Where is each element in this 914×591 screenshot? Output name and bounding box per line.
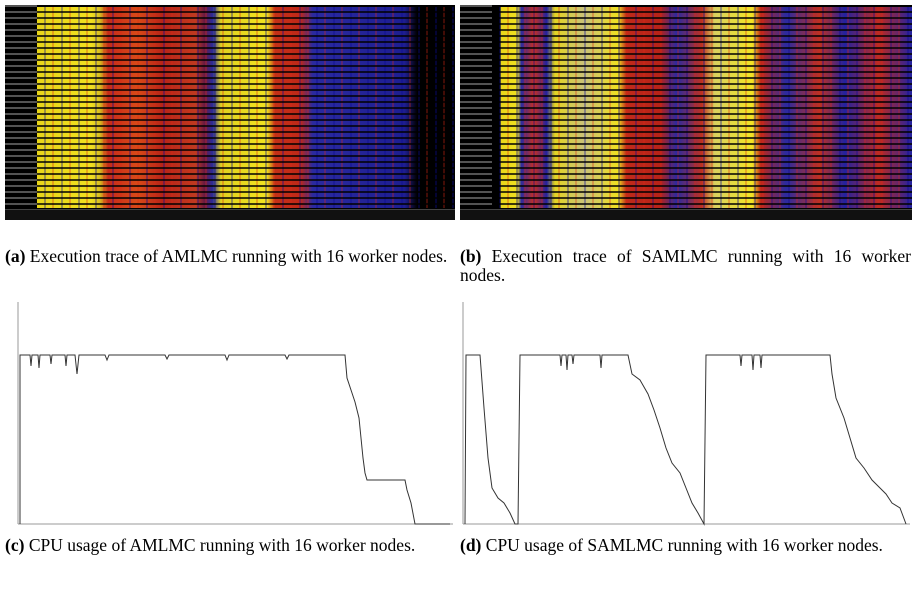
caption-text: Execution trace of SAMLMC running with 1…: [460, 246, 911, 285]
trace-rows: [37, 7, 455, 208]
caption-label: (c): [5, 535, 25, 555]
trace-footer: [5, 209, 455, 220]
caption: (d) CPU usage of SAMLMC running with 16 …: [460, 536, 911, 555]
trace-footer: [460, 209, 912, 220]
caption: (a) Execution trace of AMLMC running wit…: [5, 247, 453, 266]
thread-labels: [460, 5, 492, 210]
cpu-line: [19, 354, 450, 525]
caption-label: (b): [460, 246, 482, 266]
caption-text: CPU usage of AMLMC running with 16 worke…: [28, 535, 416, 555]
caption-text: Execution trace of AMLMC running with 16…: [29, 246, 448, 266]
thread-labels: [5, 5, 37, 210]
caption-label: (d): [460, 535, 482, 555]
caption-text: CPU usage of SAMLMC running with 16 work…: [485, 535, 883, 555]
cpu-usage-plot: [17, 302, 453, 525]
cpu-usage-plot: [462, 302, 910, 526]
caption: (b) Execution trace of SAMLMC running wi…: [460, 247, 911, 285]
caption: (c) CPU usage of AMLMC running with 16 w…: [5, 536, 453, 555]
execution-trace: [5, 5, 455, 220]
cpu-line: [464, 354, 907, 526]
execution-trace: [460, 5, 912, 220]
trace-rows: [492, 7, 912, 208]
caption-label: (a): [5, 246, 26, 266]
